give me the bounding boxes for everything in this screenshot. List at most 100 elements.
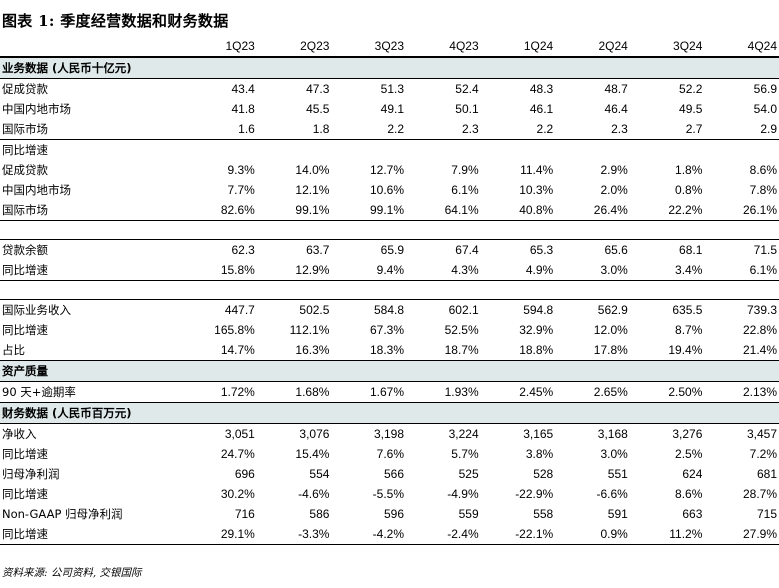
table-cell: 24.7% <box>220 447 255 461</box>
table-header-row: 1Q23 2Q23 3Q23 4Q23 1Q24 2Q24 3Q24 4Q24 <box>0 36 779 57</box>
column-header: 3Q24 <box>673 39 703 53</box>
table-cell: 551 <box>607 467 628 481</box>
table-cell: 715 <box>756 507 777 521</box>
row-label: 国际业务收入 <box>2 303 71 317</box>
row-label: 归母净利润 <box>2 467 60 481</box>
table-cell: 14.0% <box>295 163 330 177</box>
table-cell: 596 <box>384 507 405 521</box>
table-cell: 28.7% <box>742 487 777 501</box>
table-cell: 8.6% <box>675 487 703 501</box>
table-cell: 82.6% <box>220 203 255 217</box>
row-label: 促成贷款 <box>2 82 48 96</box>
table-cell: 4.3% <box>451 263 479 277</box>
table-cell: 502.5 <box>299 303 330 317</box>
table-cell: 6.1% <box>451 183 479 197</box>
table-cell: 6.1% <box>749 263 777 277</box>
row-label: 同比增速 <box>2 487 48 501</box>
table-row: 同比增速 <box>0 140 779 160</box>
row-cells: 24.7% 15.4% 7.6% 5.7% 3.8% 3.0% 2.5% 7.2% <box>182 447 779 461</box>
table-cell: 528 <box>533 467 554 481</box>
table-cell: 2.5% <box>675 447 703 461</box>
table-cell: 3,051 <box>224 427 255 441</box>
column-header: 4Q23 <box>449 39 479 53</box>
table-cell: 26.4% <box>593 203 628 217</box>
table-cell: 67.4 <box>455 243 479 257</box>
table-cell: 554 <box>309 467 330 481</box>
table-cell: -2.4% <box>447 527 479 541</box>
table-cell: 18.8% <box>519 343 554 357</box>
table-cell: 8.7% <box>675 323 703 337</box>
table-row: 国际市场 1.6 1.8 2.2 2.3 2.2 2.3 2.7 2.9 <box>0 119 779 140</box>
table-cell: 2.9% <box>600 163 628 177</box>
table-cell: 12.1% <box>295 183 330 197</box>
table-cell: 65.3 <box>529 243 554 257</box>
table-cell: 3.8% <box>525 447 554 461</box>
table-cell: 32.9% <box>519 323 554 337</box>
table-cell: 3,076 <box>299 427 330 441</box>
table-cell: 2.0% <box>600 183 628 197</box>
column-header: 3Q23 <box>374 39 405 53</box>
table-cell: 3.4% <box>675 263 703 277</box>
table-row: 同比增速 165.8% 112.1% 67.3% 52.5% 32.9% 12.0% 8.7%… <box>0 320 779 340</box>
row-label: 国际市场 <box>2 122 48 136</box>
table-cell: 46.4 <box>604 102 628 116</box>
section-label: 资产质量 <box>2 364 48 378</box>
row-label: 贷款余额 <box>2 243 48 257</box>
table-cell: 52.2 <box>679 82 703 96</box>
table-cell: 525 <box>458 467 479 481</box>
table-cell: 1.67% <box>370 385 405 399</box>
figure-title: 图表 1: 季度经营数据和财务数据 <box>2 12 229 30</box>
table-cell: 15.4% <box>295 447 330 461</box>
table-cell: -5.5% <box>372 487 405 501</box>
table-cell: 716 <box>234 507 255 521</box>
table-row: 贷款余额 62.3 63.7 65.9 67.4 65.3 65.6 68.1 71.5 <box>0 239 779 260</box>
table-cell: 739.3 <box>746 303 777 317</box>
table-cell: 18.7% <box>444 343 479 357</box>
table-cell: 52.4 <box>455 82 479 96</box>
row-cells: 62.3 63.7 65.9 67.4 65.3 65.6 68.1 71.5 <box>182 243 779 257</box>
table-cell: -22.9% <box>515 487 554 501</box>
data-table: 1Q23 2Q23 3Q23 4Q23 1Q24 2Q24 3Q24 4Q24 业务数据 (人… <box>0 36 779 545</box>
table-cell: 2.9 <box>760 122 777 136</box>
table-cell: 2.45% <box>519 385 554 399</box>
table-cell: 681 <box>756 467 777 481</box>
section-header-row: 财务数据 (人民币百万元) <box>0 402 779 424</box>
table-cell: 29.1% <box>220 527 255 541</box>
table-cell: 48.7 <box>604 82 628 96</box>
table-body: 业务数据 (人民币十亿元) 促成贷款 43.4 47.3 51.3 52.4 48.3 48.… <box>0 57 779 545</box>
table-cell: 99.1% <box>295 203 330 217</box>
row-label: 净收入 <box>2 427 37 441</box>
row-label: 中国内地市场 <box>2 102 71 116</box>
section-header-row: 业务数据 (人民币十亿元) <box>0 57 779 79</box>
row-cells: 1.72% 1.68% 1.67% 1.93% 2.45% 2.65% 2.50% 2.13% <box>182 385 779 399</box>
table-row: 国际业务收入 447.7 502.5 584.8 602.1 594.8 562.9 635.… <box>0 299 779 320</box>
row-label: Non-GAAP 归母净利润 <box>2 507 123 521</box>
table-cell: 586 <box>309 507 330 521</box>
row-cells: 447.7 502.5 584.8 602.1 594.8 562.9 635.5 739.3 <box>182 303 779 317</box>
table-row: 促成贷款 43.4 47.3 51.3 52.4 48.3 48.7 52.2 56.9 <box>0 79 779 99</box>
table-cell: 43.4 <box>231 82 255 96</box>
table-cell: 26.1% <box>742 203 777 217</box>
table-row: 净收入 3,051 3,076 3,198 3,224 3,165 3,168 3,276 3,… <box>0 424 779 444</box>
table-cell: 1.93% <box>444 385 479 399</box>
row-cells: 165.8% 112.1% 67.3% 52.5% 32.9% 12.0% 8.7% 22.8… <box>182 323 779 337</box>
table-cell: 663 <box>682 507 703 521</box>
column-header: 4Q24 <box>747 39 777 53</box>
column-header: 1Q23 <box>225 39 255 53</box>
table-cell: 2.2 <box>536 122 554 136</box>
table-cell: 48.3 <box>529 82 554 96</box>
table-cell: 10.6% <box>370 183 405 197</box>
table-cell: 30.2% <box>220 487 255 501</box>
section-label: 财务数据 (人民币百万元) <box>2 406 132 420</box>
table-cell: 12.7% <box>370 163 405 177</box>
table-cell: 12.0% <box>593 323 628 337</box>
row-cells: 3,051 3,076 3,198 3,224 3,165 3,168 3,276 3,457 <box>182 427 779 441</box>
row-label: 同比增速 <box>2 447 48 461</box>
table-cell: 696 <box>234 467 255 481</box>
table-cell: 99.1% <box>370 203 405 217</box>
table-cell: 591 <box>607 507 628 521</box>
table-cell: 51.3 <box>380 82 405 96</box>
table-cell: 165.8% <box>214 323 255 337</box>
table-cell: 14.7% <box>220 343 255 357</box>
table-cell: -6.6% <box>596 487 628 501</box>
